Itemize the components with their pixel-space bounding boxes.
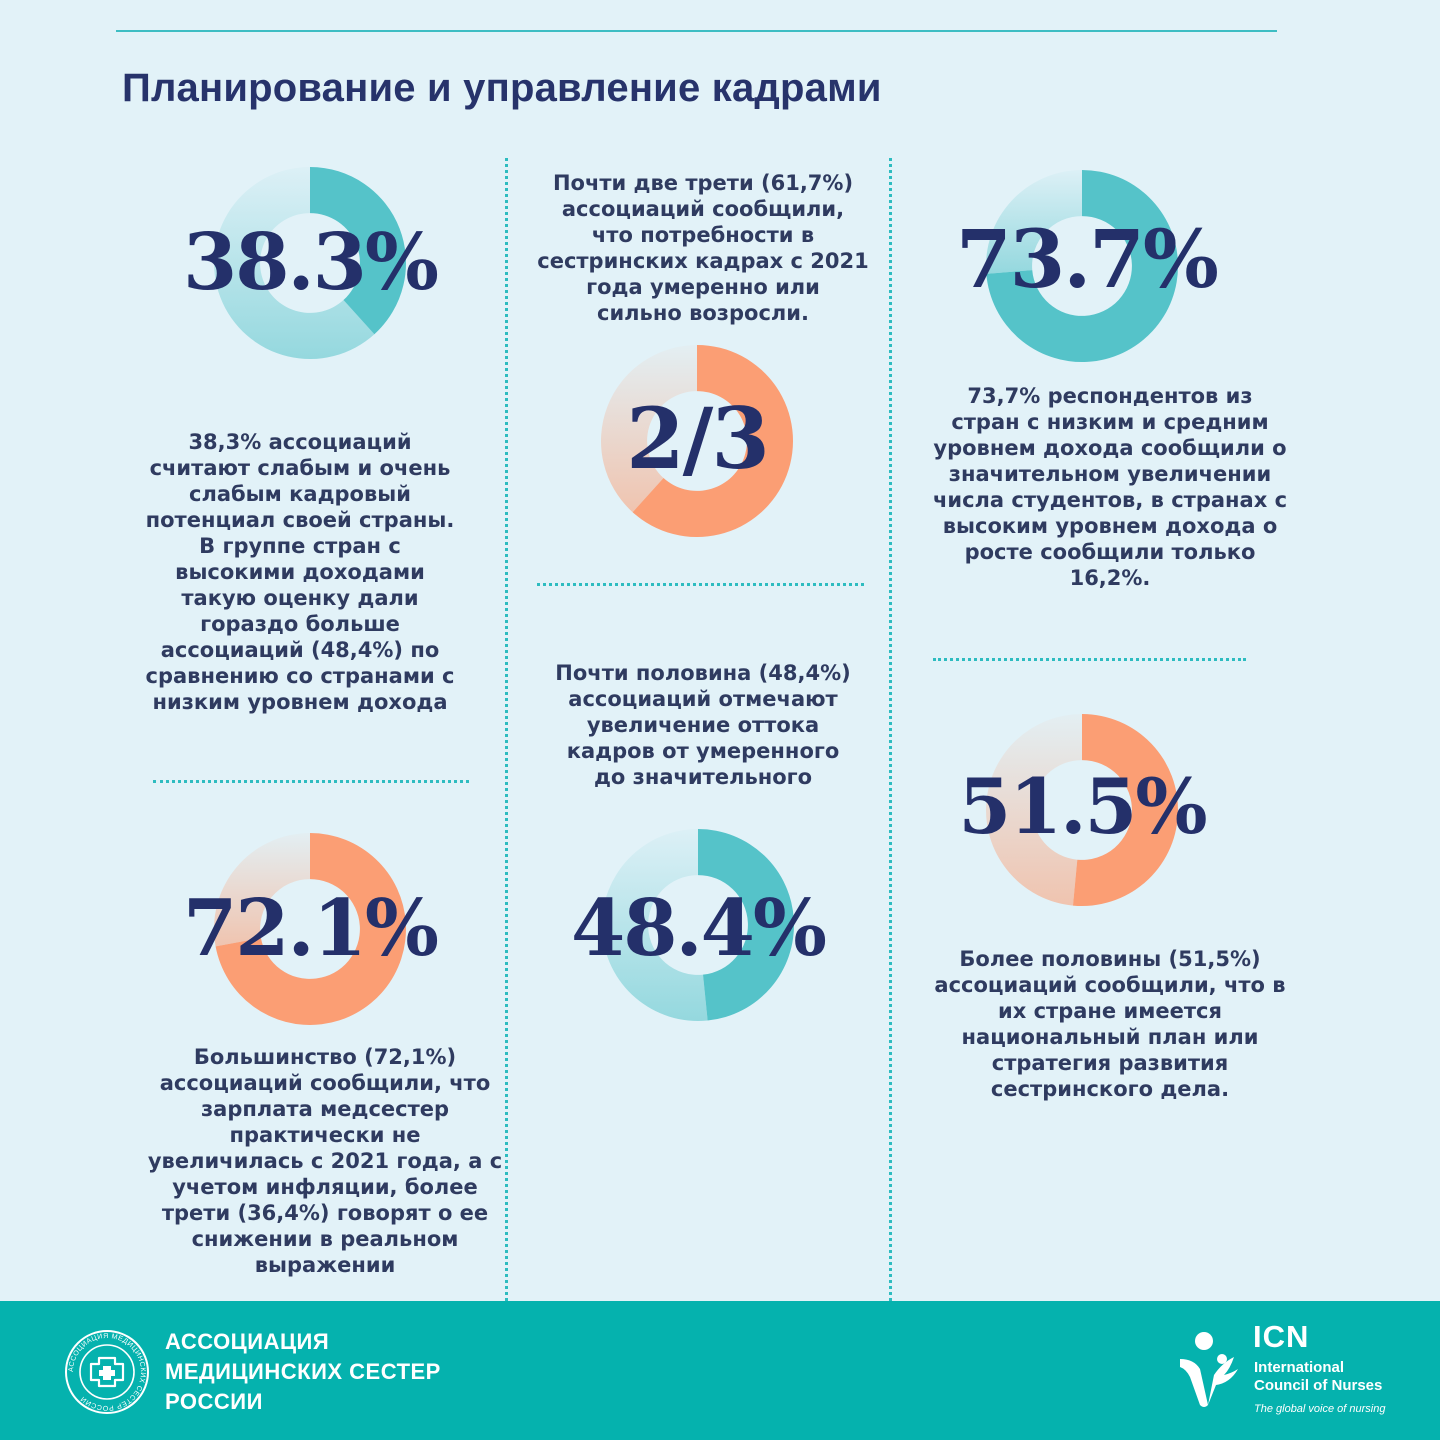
stat-caption-students: 73,7% респондентов из стран с низким и с… [932,384,1288,590]
stat-caption-outflow: Почти половина (48,4%) ассоциаций отмеча… [555,661,851,789]
donut-value-arc [986,170,1178,362]
donut-value-arc [215,833,406,1025]
stat-students: 73.7% [956,170,1219,362]
column-divider-right [889,158,892,1301]
row-divider-left [153,780,469,783]
stat-value: 73.7% [956,212,1219,306]
stat-value: 51.5% [958,762,1207,851]
stat-two-thirds: 2/3 [601,345,793,537]
stat-caption-salary: Большинство (72,1%) ассоциаций сообщили,… [147,1045,503,1277]
stat-national-plan: 51.5% [958,714,1208,906]
stat-caption-weak-potential: 38,3% ассоциаций считают слабым и очень … [145,430,455,714]
donut-value-arc [310,167,407,335]
row-divider-middle [537,583,864,586]
stat-salary: 72.1% [183,833,439,1025]
icn-figure-logo [1180,1332,1238,1407]
donut-value-arc [632,345,793,537]
donut-value-arc [1072,714,1178,906]
footer-bar: АССОЦИАЦИЯ МЕДИЦИНСКИХ СЕСТЕР РОССИИ АСС… [0,1301,1440,1440]
column-divider-left [505,158,508,1301]
donut-remainder-arc [986,170,1082,274]
donut-chart-students [986,170,1178,362]
stat-value: 2/3 [626,389,770,488]
icn-tagline: The global voice of nursing [1254,1403,1386,1415]
donut-remainder-arc [214,833,310,947]
stat-value: 48.4% [570,883,827,974]
donut-value-arc [698,829,795,1021]
stat-value: 72.1% [182,883,439,974]
stat-outflow: 48.4% [571,829,827,1021]
stat-weak-potential: 38.3% [183,167,439,359]
association-seal-logo: АССОЦИАЦИЯ МЕДИЦИНСКИХ СЕСТЕР РОССИИ [65,1330,149,1414]
association-name: АССОЦИАЦИЯ МЕДИЦИНСКИХ СЕСТЕР РОССИИ [165,1329,441,1414]
donut-chart-two-thirds [601,345,793,537]
icn-full-name: International Council of Nurses [1254,1359,1383,1394]
donut-chart-salary [214,833,406,1025]
icn-abbreviation: ICN [1253,1319,1310,1354]
donut-remainder-arc [986,714,1082,906]
stat-caption-national-plan: Более половины (51,5%) ассоциаций сообщи… [934,947,1286,1101]
donut-chart-national-plan [986,714,1178,906]
donut-remainder-arc [602,829,708,1021]
donut-remainder-arc [601,345,697,513]
stat-value: 38.3% [182,217,439,308]
donut-chart-outflow [602,829,795,1021]
top-rule [116,30,1277,32]
page-title: Планирование и управление кадрами [122,66,882,110]
row-divider-right [933,658,1246,661]
stat-caption-two-thirds: Почти две трети (61,7%) ассоциаций сообщ… [537,171,869,325]
donut-remainder-arc [214,167,375,359]
donut-chart-weak-potential [214,167,407,359]
